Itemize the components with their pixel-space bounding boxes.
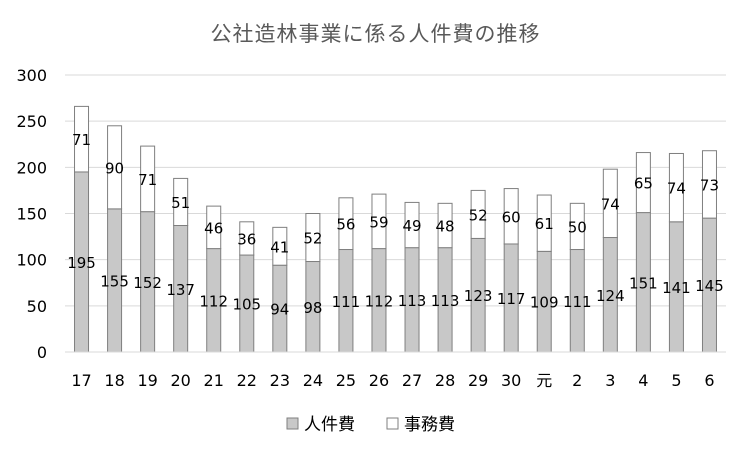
x-tick-label: 18	[104, 371, 124, 390]
x-tick-label: 26	[369, 371, 389, 390]
data-label-series-2: 48	[436, 218, 455, 236]
x-tick-label: 25	[336, 371, 356, 390]
data-label-series-1: 109	[530, 294, 559, 312]
x-tick-label: 23	[270, 371, 290, 390]
data-label-series-1: 111	[563, 293, 592, 311]
bar-series-2	[173, 177, 189, 227]
y-tick-label: 250	[16, 112, 47, 131]
bar-series-2	[668, 152, 684, 223]
data-label-series-2: 61	[535, 215, 554, 233]
data-label-series-1: 112	[365, 292, 394, 310]
x-tick-label: 3	[605, 371, 615, 390]
data-label-series-1: 137	[166, 281, 195, 299]
data-label-series-2: 51	[171, 194, 190, 212]
data-label-series-2: 74	[601, 195, 620, 213]
chart-title: 公社造林事業に係る人件費の推移	[210, 22, 541, 46]
data-label-series-2: 46	[204, 219, 223, 237]
x-tick-label: 5	[671, 371, 681, 390]
x-tick-label: 22	[237, 371, 257, 390]
data-label-series-2: 71	[72, 131, 91, 149]
bar-series-2	[107, 125, 123, 210]
x-tick-label: 17	[71, 371, 91, 390]
y-tick-label: 0	[37, 343, 47, 362]
data-label-series-2: 36	[237, 230, 256, 248]
bar-series-2	[602, 168, 618, 239]
legend-swatch	[386, 417, 399, 430]
y-tick-label: 300	[16, 66, 47, 85]
data-label-series-1: 113	[431, 292, 460, 310]
bar-series-2	[371, 193, 387, 250]
bar-series-2	[470, 189, 486, 239]
data-label-series-2: 50	[568, 218, 587, 236]
data-label-series-1: 112	[199, 292, 228, 310]
data-label-series-2: 59	[369, 213, 388, 231]
bar-series-2	[272, 226, 288, 266]
x-tick-label: 30	[501, 371, 521, 390]
bar-series-2	[140, 145, 156, 213]
data-label-series-1: 123	[464, 287, 493, 305]
data-label-series-1: 117	[497, 290, 526, 308]
data-label-series-1: 151	[629, 274, 658, 292]
x-tick-label: 24	[303, 371, 323, 390]
data-label-series-2: 90	[105, 159, 124, 177]
y-tick-label: 200	[16, 158, 47, 177]
data-label-series-1: 113	[398, 292, 427, 310]
data-label-series-1: 152	[133, 274, 162, 292]
x-tick-label: 6	[704, 371, 714, 390]
y-tick-label: 100	[16, 251, 47, 270]
data-label-series-2: 74	[667, 180, 686, 198]
bar-series-2	[701, 150, 717, 219]
data-label-series-2: 71	[138, 171, 157, 189]
legend-label: 人件費	[304, 415, 355, 435]
x-tick-label: 4	[638, 371, 648, 390]
data-label-series-2: 56	[336, 216, 355, 234]
data-label-series-2: 49	[402, 217, 421, 235]
x-tick-label: 20	[170, 371, 190, 390]
x-tick-label: 28	[435, 371, 455, 390]
data-label-series-1: 111	[332, 293, 361, 311]
x-tick-label: 29	[468, 371, 488, 390]
bar-series-2	[206, 205, 222, 250]
legend-swatch	[286, 417, 299, 430]
bar-series-2	[338, 197, 354, 251]
bar-series-2	[503, 188, 519, 245]
bar-series-2	[404, 201, 420, 249]
data-label-series-1: 124	[596, 287, 625, 305]
bar-series-2	[239, 221, 255, 256]
x-tick-label: 2	[572, 371, 582, 390]
bar-series-2	[536, 194, 552, 252]
data-label-series-2: 52	[469, 206, 488, 224]
bar-series-2	[569, 202, 585, 251]
data-label-series-1: 145	[695, 277, 724, 295]
bar-series-2	[437, 202, 453, 249]
bar-series-2	[74, 105, 90, 173]
data-label-series-1: 98	[303, 299, 322, 317]
bar-series-2	[635, 152, 651, 214]
y-tick-label: 150	[16, 205, 47, 224]
data-label-series-1: 141	[662, 279, 691, 297]
data-label-series-1: 195	[67, 254, 96, 272]
data-label-series-2: 60	[502, 208, 521, 226]
x-tick-label: 19	[137, 371, 157, 390]
x-tick-label: 元	[536, 371, 552, 390]
data-label-series-1: 155	[100, 272, 129, 290]
legend-label: 事務費	[404, 415, 455, 435]
data-label-series-2: 41	[270, 238, 289, 256]
bar-series-2	[305, 213, 321, 263]
data-label-series-1: 105	[232, 296, 261, 314]
x-tick-label: 21	[204, 371, 224, 390]
x-tick-label: 27	[402, 371, 422, 390]
data-label-series-2: 65	[634, 175, 653, 193]
y-tick-label: 50	[27, 297, 47, 316]
data-label-series-2: 52	[303, 230, 322, 248]
data-label-series-1: 94	[270, 301, 289, 319]
data-label-series-2: 73	[700, 176, 719, 194]
